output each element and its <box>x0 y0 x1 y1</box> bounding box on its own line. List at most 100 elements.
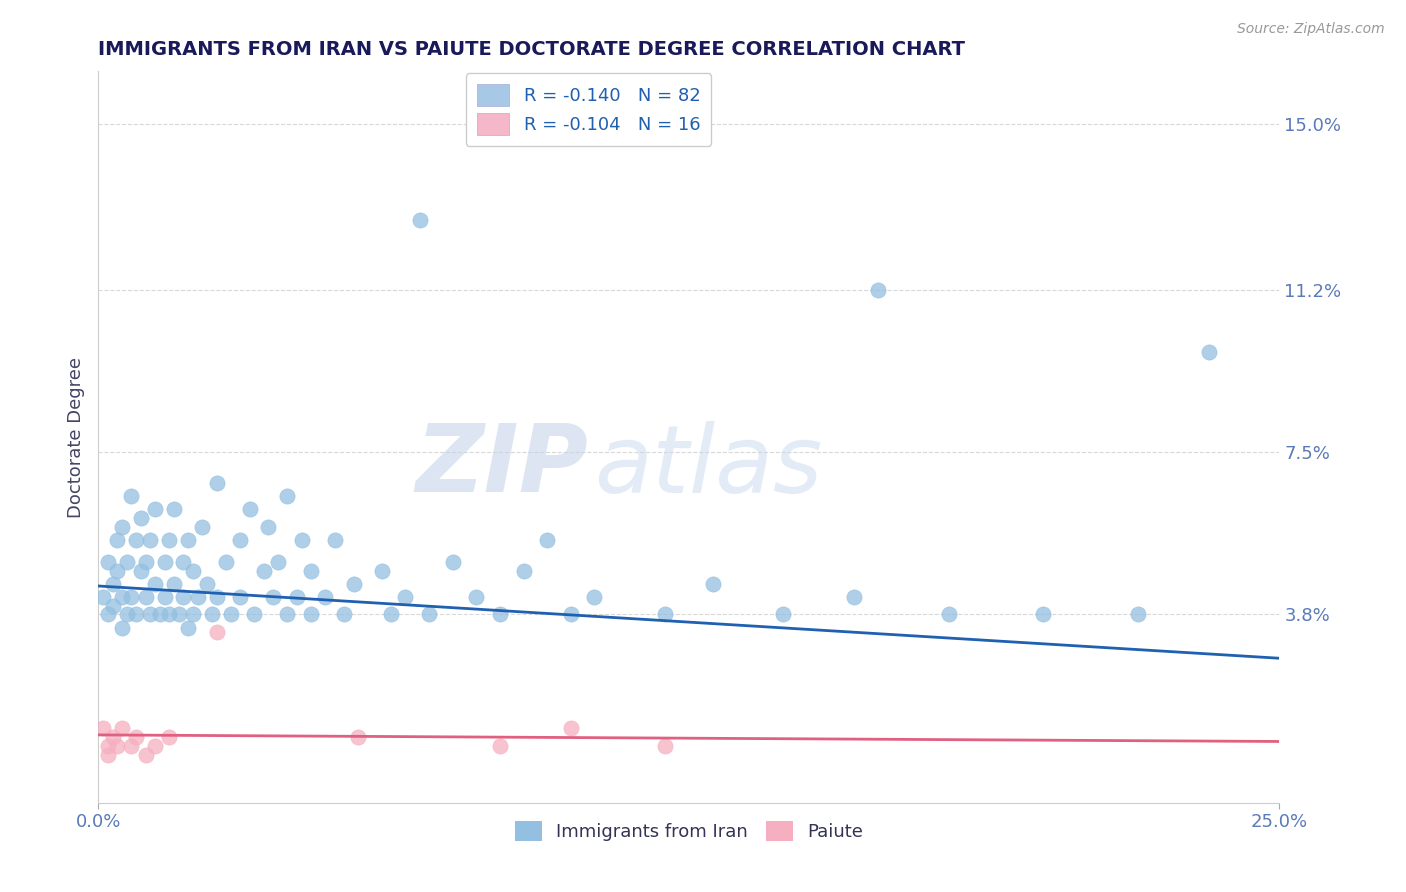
Point <box>125 607 148 622</box>
Point <box>323 533 346 547</box>
Point <box>276 607 298 622</box>
Point <box>135 555 157 569</box>
Text: ZIP: ZIP <box>416 420 589 512</box>
Point <box>139 533 162 547</box>
Point <box>536 533 558 547</box>
Point <box>149 607 172 622</box>
Point <box>866 284 889 298</box>
Point <box>97 747 120 762</box>
Point <box>157 730 180 744</box>
Point <box>143 739 166 753</box>
Point <box>139 607 162 622</box>
Point <box>105 564 128 578</box>
Point <box>115 555 138 569</box>
Point <box>267 555 290 569</box>
Point <box>394 590 416 604</box>
Point <box>299 564 322 578</box>
Point <box>219 607 242 622</box>
Point <box>125 730 148 744</box>
Point <box>654 607 676 622</box>
Point <box>583 590 606 604</box>
Point <box>157 533 180 547</box>
Point <box>205 625 228 640</box>
Point <box>101 576 124 591</box>
Point <box>163 502 186 516</box>
Point <box>299 607 322 622</box>
Point <box>163 576 186 591</box>
Point <box>105 533 128 547</box>
Point <box>97 607 120 622</box>
Point <box>191 520 214 534</box>
Point <box>187 590 209 604</box>
Point <box>167 607 190 622</box>
Point <box>129 564 152 578</box>
Point <box>177 533 200 547</box>
Point <box>195 576 218 591</box>
Point <box>143 576 166 591</box>
Point <box>285 590 308 604</box>
Point <box>314 590 336 604</box>
Point <box>172 555 194 569</box>
Point <box>333 607 356 622</box>
Point <box>97 555 120 569</box>
Point <box>772 607 794 622</box>
Point <box>844 590 866 604</box>
Point <box>489 607 512 622</box>
Point <box>129 511 152 525</box>
Point <box>135 747 157 762</box>
Text: IMMIGRANTS FROM IRAN VS PAIUTE DOCTORATE DEGREE CORRELATION CHART: IMMIGRANTS FROM IRAN VS PAIUTE DOCTORATE… <box>98 39 966 59</box>
Point <box>157 607 180 622</box>
Point <box>654 739 676 753</box>
Legend: Immigrants from Iran, Paiute: Immigrants from Iran, Paiute <box>508 814 870 848</box>
Text: Source: ZipAtlas.com: Source: ZipAtlas.com <box>1237 22 1385 37</box>
Point <box>215 555 238 569</box>
Point <box>342 576 364 591</box>
Point <box>489 739 512 753</box>
Point <box>125 533 148 547</box>
Point <box>1126 607 1149 622</box>
Point <box>205 476 228 491</box>
Point <box>253 564 276 578</box>
Point <box>408 213 430 227</box>
Point <box>135 590 157 604</box>
Point <box>153 555 176 569</box>
Point <box>201 607 224 622</box>
Point <box>1198 344 1220 359</box>
Point <box>153 590 176 604</box>
Point <box>229 590 252 604</box>
Point <box>101 730 124 744</box>
Point <box>239 502 262 516</box>
Point <box>512 564 534 578</box>
Point <box>276 489 298 503</box>
Point <box>111 520 134 534</box>
Point <box>121 590 143 604</box>
Point <box>181 607 204 622</box>
Point <box>115 607 138 622</box>
Point <box>465 590 488 604</box>
Point <box>380 607 402 622</box>
Point <box>181 564 204 578</box>
Point <box>111 722 134 736</box>
Point <box>418 607 440 622</box>
Y-axis label: Doctorate Degree: Doctorate Degree <box>66 357 84 517</box>
Point <box>91 590 114 604</box>
Point <box>105 739 128 753</box>
Point <box>560 607 582 622</box>
Point <box>262 590 284 604</box>
Point <box>441 555 464 569</box>
Point <box>371 564 394 578</box>
Point <box>111 590 134 604</box>
Point <box>101 599 124 613</box>
Point <box>121 739 143 753</box>
Point <box>111 621 134 635</box>
Point <box>172 590 194 604</box>
Text: atlas: atlas <box>595 421 823 512</box>
Point <box>347 730 370 744</box>
Point <box>702 576 724 591</box>
Point <box>143 502 166 516</box>
Point <box>177 621 200 635</box>
Point <box>243 607 266 622</box>
Point <box>290 533 312 547</box>
Point <box>560 722 582 736</box>
Point <box>205 590 228 604</box>
